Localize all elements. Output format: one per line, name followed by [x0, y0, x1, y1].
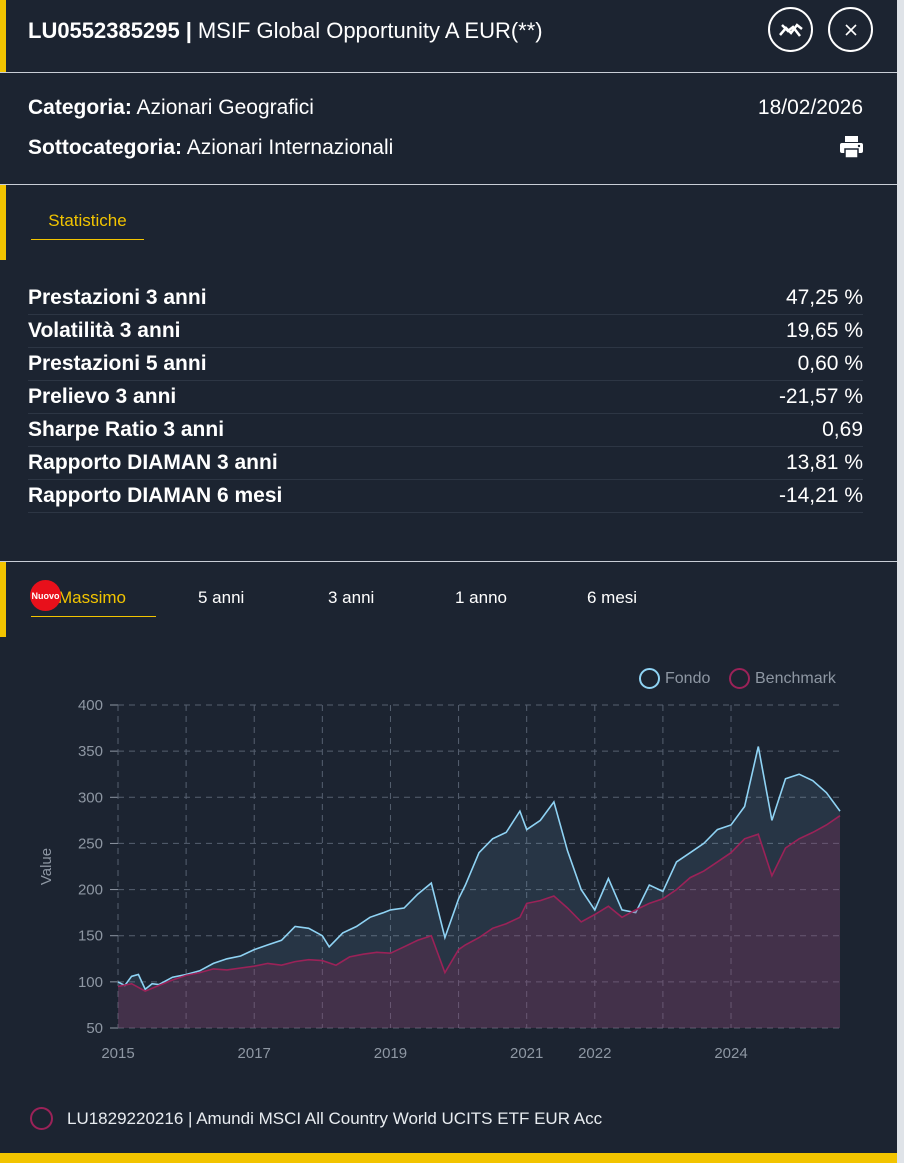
legend-benchmark-marker	[729, 668, 750, 689]
series-line-fondo	[117, 746, 841, 991]
stat-row: Prestazioni 5 anni 0,60 %	[28, 348, 863, 381]
range-tab-5-anni[interactable]: 5 anni	[198, 588, 245, 607]
stat-label: Prestazioni 3 anni	[28, 286, 207, 309]
category-line: Categoria: Azionari Geografici	[28, 96, 314, 120]
stat-row: Prestazioni 3 anni 47,25 %	[28, 282, 863, 315]
stat-label: Rapporto DIAMAN 6 mesi	[28, 484, 283, 507]
x-tick-label: 2024	[714, 1045, 747, 1062]
active-tab-underline	[31, 616, 156, 617]
performance-chart[interactable]: 50 100 150 200 250 300 350 400 2015 2017 2019 2021 2…	[0, 690, 897, 1070]
bottom-accent-bar	[0, 1153, 897, 1163]
divider	[0, 561, 897, 562]
x-tick-label: 2021	[510, 1045, 543, 1062]
range-accent	[0, 562, 6, 637]
report-date: 18/02/2026	[757, 96, 863, 119]
y-tick-label: 150	[78, 928, 103, 945]
y-tick-label: 200	[78, 882, 103, 899]
header-accent	[0, 0, 6, 72]
y-tick-label: 250	[78, 835, 103, 852]
range-tab-1-anno[interactable]: 1 anno	[455, 588, 507, 607]
legend-fondo-marker	[639, 668, 660, 689]
new-badge: Nuovo	[30, 580, 61, 611]
stats-accent	[0, 185, 6, 260]
close-icon	[844, 23, 857, 36]
stat-label: Rapporto DIAMAN 3 anni	[28, 451, 278, 474]
compare-chart-button[interactable]	[768, 7, 813, 52]
stat-value: 0,60 %	[797, 352, 863, 375]
title-separator: |	[185, 18, 192, 43]
stat-row: Prelievo 3 anni -21,57 %	[28, 381, 863, 414]
stat-value: 0,69	[822, 418, 863, 441]
chart-compare-icon	[778, 22, 803, 37]
subcategory-line: Sottocategoria: Azionari Internazionali	[28, 136, 393, 160]
printer-icon	[840, 136, 863, 159]
range-tab-6-mesi[interactable]: 6 mesi	[587, 588, 638, 607]
stat-label: Sharpe Ratio 3 anni	[28, 418, 225, 441]
subcategory-label: Sottocategoria:	[28, 136, 183, 159]
divider	[0, 72, 897, 73]
stat-row: Rapporto DIAMAN 6 mesi -14,21 %	[28, 480, 863, 513]
x-tick-label: 2017	[238, 1045, 271, 1062]
series-line-benchmark	[117, 815, 841, 992]
y-tick-label: 100	[78, 974, 103, 991]
y-axis-label: Value	[38, 848, 55, 885]
benchmark-footer: LU1829220216 | Amundi MSCI All Country W…	[30, 1107, 602, 1130]
stat-label: Prelievo 3 anni	[28, 385, 177, 408]
stats-table: Prestazioni 3 anni 47,25 % Volatilità 3 an…	[28, 282, 863, 513]
tab-statistiche[interactable]: Statistiche	[31, 209, 144, 240]
subcategory-value: Azionari Internazionali	[186, 136, 394, 159]
y-tick-label: 350	[78, 743, 103, 760]
stat-value: 47,25 %	[785, 286, 863, 309]
stat-row: Volatilità 3 anni 19,65 %	[28, 315, 863, 348]
benchmark-name: LU1829220216 | Amundi MSCI All Country W…	[67, 1108, 603, 1128]
fund-isin: LU0552385295	[28, 18, 180, 43]
legend-fondo-label: Fondo	[665, 669, 711, 687]
y-tick-label: 300	[78, 789, 103, 806]
stat-value: 19,65 %	[785, 319, 863, 342]
legend-benchmark-label: Benchmark	[755, 669, 836, 687]
stat-label: Volatilità 3 anni	[28, 319, 181, 342]
stat-value: 13,81 %	[785, 451, 863, 474]
close-button[interactable]	[828, 7, 873, 52]
category-label: Categoria:	[28, 96, 132, 119]
range-tab-3-anni[interactable]: 3 anni	[328, 588, 375, 607]
benchmark-marker	[30, 1107, 53, 1130]
page-title: LU0552385295 | MSIF Global Opportunity A E…	[28, 18, 543, 44]
print-button[interactable]	[839, 135, 864, 164]
stat-row: Sharpe Ratio 3 anni 0,69	[28, 414, 863, 447]
legend-fondo[interactable]: Fondo	[639, 668, 710, 689]
range-tab-massimo[interactable]: Massimo	[58, 588, 127, 607]
stat-row: Rapporto DIAMAN 3 anni 13,81 %	[28, 447, 863, 480]
x-tick-label: 2015	[101, 1045, 134, 1062]
stat-value: -14,21 %	[778, 484, 863, 507]
y-tick-label: 400	[78, 697, 103, 714]
y-tick-label: 50	[86, 1020, 103, 1037]
stat-label: Prestazioni 5 anni	[28, 352, 207, 375]
divider	[0, 184, 897, 185]
x-tick-label: 2019	[374, 1045, 407, 1062]
fund-name: MSIF Global Opportunity A EUR(**)	[197, 18, 543, 43]
series-area-benchmark	[118, 815, 840, 1028]
legend-benchmark[interactable]: Benchmark	[729, 668, 836, 689]
series-area-fondo	[118, 746, 840, 1028]
stat-value: -21,57 %	[778, 385, 863, 408]
category-value: Azionari Geografici	[136, 96, 314, 119]
scrollbar-track[interactable]	[897, 0, 904, 1163]
x-tick-label: 2022	[578, 1045, 611, 1062]
